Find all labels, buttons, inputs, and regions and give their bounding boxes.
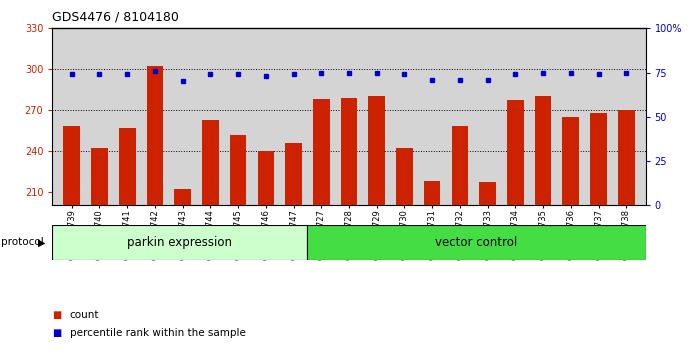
Bar [424, 181, 440, 205]
Bar [591, 113, 607, 205]
Text: protocol: protocol [1, 238, 44, 247]
Bar [313, 99, 329, 205]
Bar [174, 189, 191, 205]
Bar [258, 151, 274, 205]
Bar [618, 110, 634, 205]
Text: ■: ■ [52, 328, 61, 338]
Bar [307, 225, 646, 260]
Bar [480, 182, 496, 205]
Bar [91, 148, 107, 205]
Bar [230, 135, 246, 205]
Bar [147, 67, 163, 205]
Bar [396, 148, 413, 205]
Bar [52, 225, 307, 260]
Text: ▶: ▶ [38, 238, 46, 247]
Text: GDS4476 / 8104180: GDS4476 / 8104180 [52, 11, 179, 24]
Text: percentile rank within the sample: percentile rank within the sample [70, 328, 246, 338]
Bar [64, 126, 80, 205]
Bar [341, 98, 357, 205]
Text: count: count [70, 310, 99, 320]
Text: vector control: vector control [436, 236, 518, 249]
Bar [535, 96, 551, 205]
Bar [285, 143, 302, 205]
Bar [202, 120, 218, 205]
Text: parkin expression: parkin expression [127, 236, 232, 249]
Bar [369, 96, 385, 205]
Bar [507, 101, 524, 205]
Bar [119, 128, 135, 205]
Bar [563, 117, 579, 205]
Text: ■: ■ [52, 310, 61, 320]
Bar [452, 126, 468, 205]
